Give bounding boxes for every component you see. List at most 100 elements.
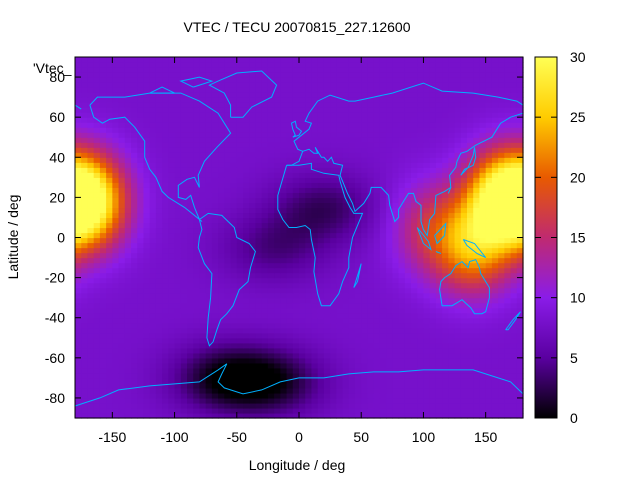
heatmap-cell: [392, 222, 400, 229]
heatmap-cell: [243, 402, 250, 409]
heatmap-cell: [448, 137, 456, 143]
heatmap-cell: [199, 277, 207, 284]
heatmap-cell: [292, 257, 300, 264]
heatmap-cell: [236, 372, 244, 379]
heatmap-cell: [99, 72, 107, 78]
heatmap-cell: [124, 72, 132, 78]
heatmap-cell: [386, 382, 393, 389]
heatmap-cell: [448, 307, 456, 314]
heatmap-cell: [355, 162, 362, 168]
heatmap-cell: [479, 82, 487, 88]
heatmap-cell: [435, 147, 443, 153]
heatmap-cell: [199, 142, 207, 148]
heatmap-cell: [305, 82, 313, 88]
heatmap-cell: [367, 372, 375, 379]
heatmap-cell: [479, 122, 487, 128]
heatmap-cell: [211, 277, 219, 284]
heatmap-cell: [398, 122, 406, 128]
heatmap-cell: [211, 367, 219, 374]
heatmap-cell: [336, 337, 344, 344]
heatmap-cell: [99, 287, 107, 294]
heatmap-cell: [211, 257, 219, 264]
heatmap-cell: [93, 292, 101, 299]
heatmap-cell: [218, 357, 225, 364]
heatmap-cell: [93, 402, 101, 409]
heatmap-cell: [168, 247, 176, 254]
heatmap-cell: [187, 267, 194, 274]
heatmap-cell: [317, 372, 325, 379]
heatmap-cell: [162, 222, 169, 229]
heatmap-cell: [249, 292, 257, 299]
heatmap-cell: [330, 372, 337, 379]
heatmap-cell: [386, 192, 393, 198]
heatmap-cell: [448, 247, 456, 254]
heatmap-cell: [230, 257, 238, 264]
heatmap-cell: [99, 202, 107, 209]
heatmap-cell: [249, 117, 257, 123]
heatmap-cell: [491, 357, 499, 364]
heatmap-cell: [236, 182, 244, 188]
heatmap-cell: [323, 92, 331, 98]
heatmap-cell: [336, 157, 344, 163]
heatmap-cell: [479, 177, 487, 183]
heatmap-cell: [442, 377, 449, 384]
heatmap-cell: [454, 272, 462, 279]
heatmap-cell: [230, 397, 238, 404]
heatmap-cell: [379, 412, 387, 419]
heatmap-cell: [510, 147, 518, 153]
heatmap-cell: [348, 397, 356, 404]
heatmap-cell: [317, 77, 325, 83]
heatmap-cell: [261, 192, 269, 198]
heatmap-cell: [243, 307, 250, 314]
heatmap-cell: [330, 232, 337, 239]
heatmap-cell: [243, 192, 250, 198]
heatmap-cell: [249, 347, 257, 354]
heatmap-cell: [479, 137, 487, 143]
heatmap-cell: [411, 72, 418, 78]
heatmap-cell: [137, 72, 145, 78]
heatmap-cell: [137, 182, 145, 188]
heatmap-cell: [286, 157, 294, 163]
heatmap-cell: [379, 392, 387, 399]
heatmap-cell: [211, 192, 219, 198]
heatmap-cell: [299, 412, 306, 419]
heatmap-cell: [336, 352, 344, 359]
heatmap-cell: [155, 267, 163, 274]
heatmap-cell: [485, 397, 493, 404]
heatmap-cell: [342, 327, 350, 334]
heatmap-cell: [504, 227, 512, 234]
heatmap-cell: [286, 237, 294, 244]
heatmap-cell: [386, 97, 393, 103]
heatmap-cell: [392, 72, 400, 78]
heatmap-cell: [87, 267, 95, 274]
heatmap-cell: [299, 247, 306, 254]
heatmap-cell: [423, 302, 431, 309]
heatmap-cell: [168, 182, 176, 188]
heatmap-cell: [311, 337, 319, 344]
heatmap-cell: [423, 197, 431, 203]
heatmap-cell: [311, 207, 319, 214]
heatmap-cell: [398, 137, 406, 143]
heatmap-cell: [93, 77, 101, 83]
heatmap-cell: [348, 132, 356, 138]
heatmap-cell: [342, 322, 350, 329]
heatmap-cell: [516, 372, 524, 379]
heatmap-cell: [267, 357, 275, 364]
heatmap-cell: [243, 297, 250, 304]
heatmap-cell: [317, 297, 325, 304]
heatmap-cell: [516, 317, 524, 324]
heatmap-cell: [292, 77, 300, 83]
heatmap-cell: [124, 197, 132, 203]
heatmap-cell: [243, 182, 250, 188]
heatmap-cell: [411, 167, 418, 173]
heatmap-cell: [348, 282, 356, 289]
heatmap-cell: [118, 132, 126, 138]
heatmap-cell: [99, 292, 107, 299]
heatmap-cell: [330, 412, 337, 419]
heatmap-cell: [131, 362, 138, 369]
heatmap-cell: [75, 67, 82, 73]
heatmap-cell: [398, 337, 406, 344]
heatmap-cell: [162, 122, 169, 128]
heatmap-cell: [236, 267, 244, 274]
heatmap-cell: [311, 147, 319, 153]
